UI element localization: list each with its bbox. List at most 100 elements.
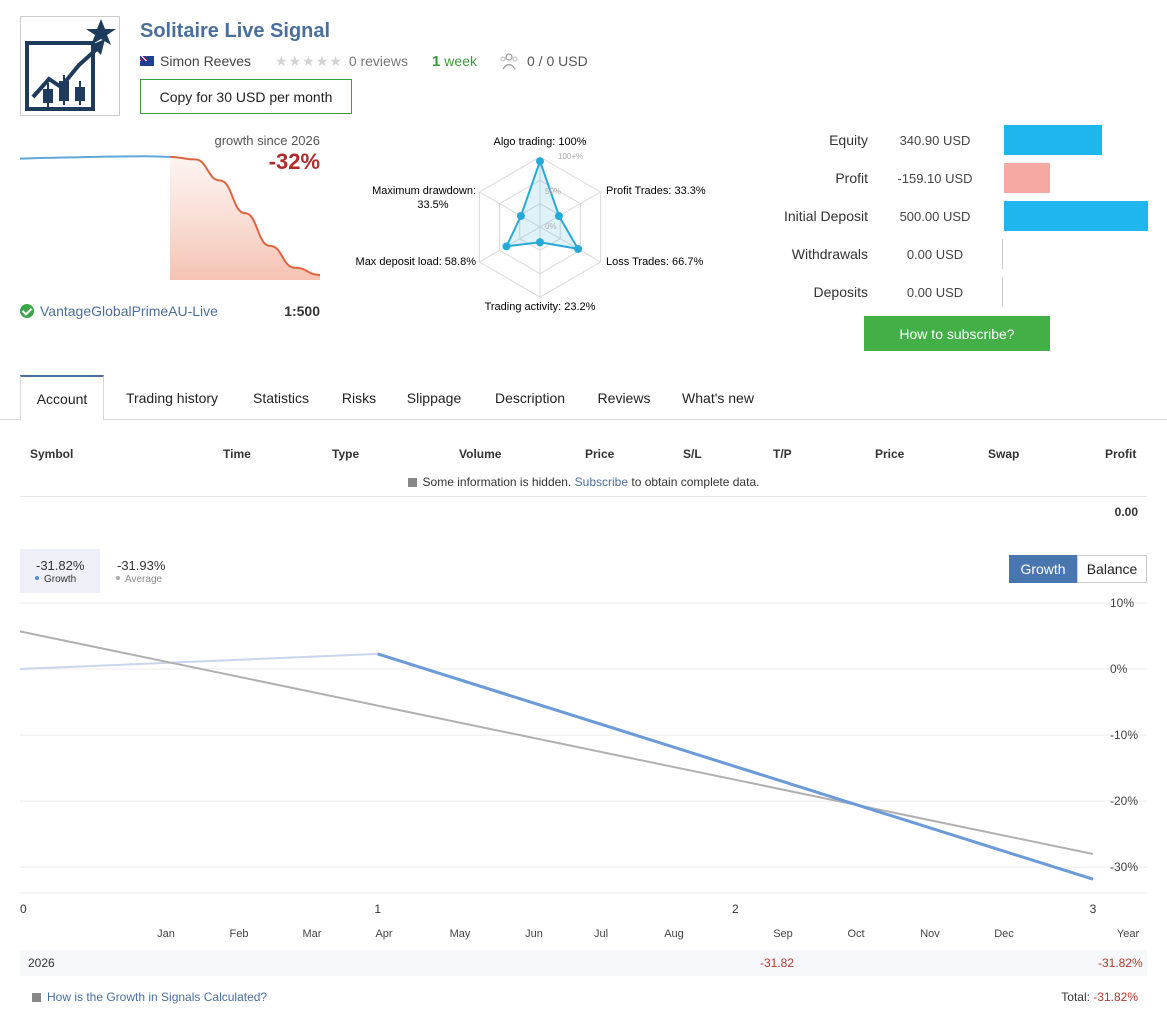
broker-server[interactable]: VantageGlobalPrimeAU-Live [20, 303, 218, 319]
average-dot-icon [116, 576, 120, 580]
mini-growth-chart [20, 155, 320, 280]
stat-bar-track [1002, 163, 1152, 193]
signal-meta: Simon Reeves ★★★★★ 0 reviews 1 week 0 / … [140, 52, 588, 70]
stat-row-equity: Equity 340.90 USD [740, 125, 1160, 155]
reviews-count[interactable]: 0 reviews [348, 53, 408, 69]
radar-label-trading-activity: Trading activity: 23.2% [485, 301, 596, 313]
stat-row-deposits: Deposits 0.00 USD [740, 277, 1160, 307]
series-line-pre-growth [19, 652, 378, 670]
stat-bar [1004, 125, 1103, 155]
tab-bar: Account Trading history Statistics Risks… [0, 375, 1167, 421]
leverage-value: 1:500 [284, 303, 320, 319]
month-label: Sep [773, 928, 793, 940]
tab-whats-new[interactable]: What's new [682, 389, 754, 406]
radar-spoke [479, 191, 541, 228]
col-swap: Swap [988, 447, 1020, 461]
balance-toggle-button[interactable]: Balance [1077, 555, 1147, 583]
australia-flag-icon [140, 56, 154, 66]
stat-bar-track [1002, 277, 1152, 307]
col-time: Time [223, 447, 251, 461]
author-link[interactable]: Simon Reeves [160, 53, 252, 69]
radar-spoke [539, 191, 601, 228]
stat-bar-track [1002, 125, 1152, 155]
y-tick-label: -30% [1110, 860, 1138, 874]
tab-statistics[interactable]: Statistics [252, 389, 309, 406]
subscribers-icon [500, 53, 518, 70]
tab-description[interactable]: Description [494, 389, 566, 406]
tab-reviews[interactable]: Reviews [597, 389, 651, 406]
col-sl: S/L [683, 447, 702, 461]
stat-value: 0.00 USD [906, 246, 964, 262]
growth-toggle-button[interactable]: Growth [1009, 555, 1077, 583]
table-divider [20, 496, 1147, 497]
radar-label-max-deposit-load: Max deposit load: 58.8% [356, 256, 477, 268]
y-tick-label: -20% [1110, 794, 1138, 808]
how-to-subscribe-button[interactable]: How to subscribe? [864, 316, 1050, 351]
month-label: May [450, 928, 471, 940]
year-sep-value: -31.82 [760, 956, 795, 970]
radar-polygon [504, 158, 580, 251]
stat-name: Profit [835, 170, 868, 186]
copy-subscribe-button[interactable]: Copy for 30 USD per month [140, 79, 352, 114]
subscribers-count: 0 / 0 USD [526, 53, 588, 69]
stat-bar [1004, 201, 1148, 231]
legend-growth[interactable] [20, 549, 100, 593]
tab-trading-history[interactable]: Trading history [125, 389, 219, 406]
month-label: Jul [594, 928, 608, 940]
series-line-average [19, 630, 1094, 855]
legend-growth-value: -31.82% [36, 558, 85, 573]
x-tick-label: 1 [374, 902, 381, 916]
col-profit: Profit [1105, 447, 1137, 461]
stat-name: Initial Deposit [783, 208, 868, 224]
tab-account[interactable]: Account [20, 375, 104, 421]
month-label: Mar [303, 928, 322, 940]
month-label: Jan [157, 928, 175, 940]
month-label: Jun [525, 928, 543, 940]
growth-chart-grid [20, 602, 1147, 894]
radar-spoke [539, 226, 601, 263]
stat-bar-track [1002, 239, 1152, 269]
radar-ring-label-100: 100+% [558, 152, 583, 161]
footer-total-label: Total: [1061, 990, 1090, 1004]
legend-average-label: Average [116, 574, 162, 585]
broker-link[interactable]: VantageGlobalPrimeAU-Live [40, 303, 218, 319]
radar-label-max-drawdown: Maximum drawdown: [372, 185, 476, 197]
x-tick-label: 0 [20, 902, 27, 916]
legend-average-value[interactable]: -31.93% [117, 558, 166, 573]
radar-point-4 [502, 242, 511, 251]
tab-slippage[interactable]: Slippage [406, 389, 462, 406]
weeks-number: 1 [431, 52, 441, 70]
growth-dot-icon [35, 576, 39, 580]
stat-bar-track [1002, 201, 1152, 231]
y-tick-label: 0% [1110, 662, 1128, 676]
verified-check-icon [20, 304, 34, 318]
radar-label-algo: Algo trading: 100% [494, 136, 587, 148]
month-label: Oct [847, 928, 864, 940]
month-label: Aug [664, 928, 684, 940]
radar-point-1 [554, 212, 563, 221]
growth-calculation-link[interactable]: How is the Growth in Signals Calculated? [32, 990, 267, 1004]
tab-risks[interactable]: Risks [341, 389, 377, 406]
month-label: Dec [994, 928, 1014, 940]
signal-logo [20, 16, 120, 116]
stat-value: -159.10 USD [897, 170, 973, 186]
mini-growth-line-negative [169, 155, 320, 276]
footer-total-value: -31.82% [1093, 990, 1138, 1004]
year-total-value: -31.82% [1098, 956, 1143, 970]
mini-growth-line-positive [20, 155, 171, 160]
year-label: 2026 [28, 956, 55, 970]
growth-since-label: growth since 2026 [214, 133, 320, 148]
stat-row-profit: Profit -159.10 USD [740, 163, 1160, 193]
subscribe-link[interactable]: Subscribe [574, 475, 629, 489]
growth-value: -32% [268, 149, 320, 174]
info-icon [407, 478, 417, 487]
legend-growth-label: Growth [35, 574, 76, 585]
month-label: Year [1117, 928, 1140, 940]
stat-value: 500.00 USD [899, 208, 971, 224]
info-icon [32, 993, 41, 1002]
stat-name: Equity [829, 132, 868, 148]
weeks-label: week [444, 53, 477, 69]
month-label: Feb [230, 928, 249, 940]
growth-chart: 10% 0% -10% -20% -30% 0 1 2 3 Jan Feb Mar Apr May Ju… [19, 596, 1147, 940]
radar-point-2 [574, 244, 583, 253]
